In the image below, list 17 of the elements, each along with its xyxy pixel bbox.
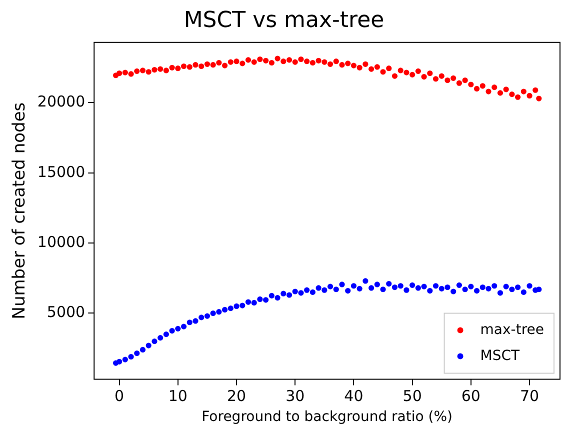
x-tick-label: 20 (226, 387, 246, 406)
legend-label: max-tree (480, 322, 544, 338)
x-tick-label: 30 (286, 387, 305, 406)
y-tick-label: 10000 (37, 232, 86, 251)
x-tick-label: 50 (402, 387, 422, 406)
y-tick-label: 5000 (46, 303, 86, 322)
y-tick-label: 20000 (37, 92, 86, 111)
x-tick-label: 10 (168, 387, 188, 406)
x-tick-label: 0 (114, 387, 124, 406)
x-axis-title: Foreground to background ratio (%) (202, 409, 453, 426)
x-tick-label: 60 (461, 387, 480, 406)
y-axis-title: Number of created nodes (10, 102, 30, 320)
x-tick-label: 70 (520, 387, 540, 406)
x-tick-label: 40 (344, 387, 364, 406)
y-tick-label: 15000 (37, 162, 86, 181)
legend-label: MSCT (480, 348, 520, 364)
chart-title: MSCT vs max-tree (184, 8, 384, 33)
